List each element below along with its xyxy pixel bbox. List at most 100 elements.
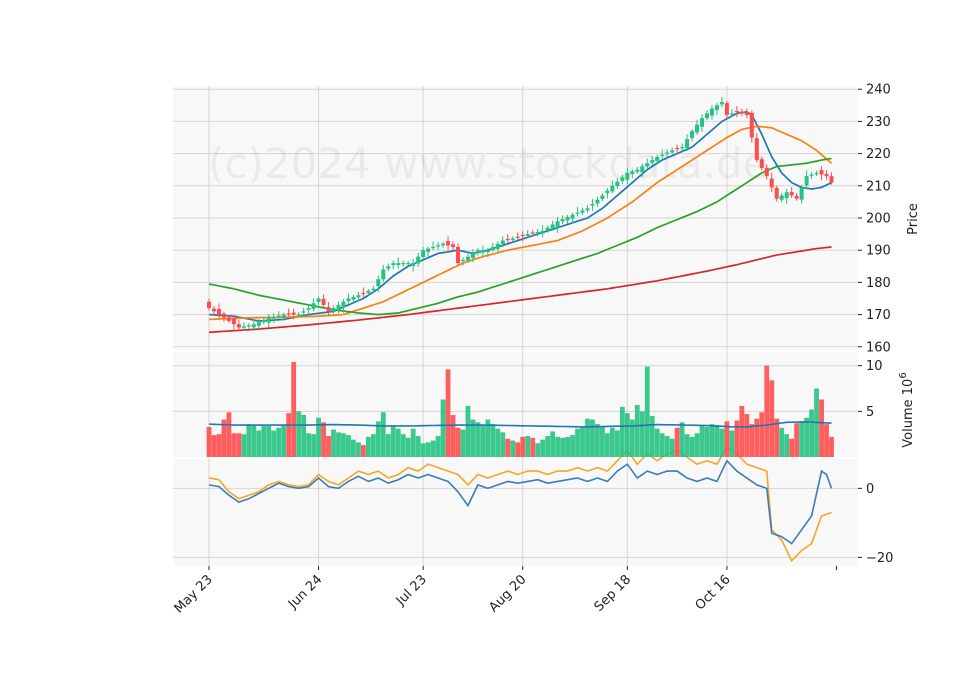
- x-tick-label: Jul 23: [393, 572, 430, 609]
- price-tick-label: 220: [866, 147, 891, 162]
- candle-body: [261, 319, 266, 323]
- volume-bar: [784, 434, 790, 457]
- price-tick-label: 240: [866, 83, 891, 98]
- volume-bar: [336, 432, 341, 457]
- volume-bar: [370, 434, 376, 457]
- candle-body: [734, 110, 739, 113]
- volume-bar: [674, 427, 680, 457]
- volume-bar: [550, 431, 556, 457]
- candle-body: [331, 308, 336, 312]
- candle-body: [321, 298, 326, 305]
- volume-bar: [445, 369, 451, 457]
- volume-bar: [585, 418, 590, 457]
- volume-bar: [614, 430, 620, 457]
- moving-average-line-1: [208, 110, 832, 322]
- volume-bar: [410, 428, 416, 457]
- volume-bar: [629, 419, 635, 457]
- candle-body: [281, 314, 286, 317]
- x-tick-label: Sep 18: [592, 572, 635, 615]
- volume-bar: [689, 436, 695, 457]
- volume-bar: [624, 413, 630, 457]
- candle-body: [346, 298, 351, 302]
- candle-body: [451, 244, 456, 247]
- candle-body: [744, 111, 749, 115]
- candle-body: [680, 147, 685, 149]
- candle-body: [480, 250, 485, 253]
- candle-body: [570, 214, 575, 219]
- volume-bar: [221, 419, 227, 457]
- candle-body: [779, 195, 784, 200]
- volume-bar: [450, 415, 456, 457]
- candle-body: [386, 266, 391, 269]
- volume-bar: [535, 443, 541, 457]
- candle-body: [336, 304, 341, 310]
- candle-body: [575, 212, 580, 214]
- volume-bar: [301, 415, 307, 457]
- volume-average-line: [208, 421, 832, 428]
- volume-tick-label: 5: [866, 405, 874, 420]
- price-tick-label: 160: [866, 340, 891, 355]
- candle-body: [381, 269, 386, 280]
- candle-body: [306, 308, 311, 310]
- candle-body: [286, 313, 291, 315]
- candle-body: [540, 230, 545, 234]
- volume-bar: [769, 380, 775, 457]
- volume-bar: [829, 436, 834, 457]
- volume-bar: [306, 433, 311, 457]
- candle-body: [555, 221, 560, 228]
- volume-bar: [809, 409, 814, 457]
- volume-bar: [331, 429, 336, 457]
- moving-average-line-4: [208, 246, 832, 334]
- volume-bar: [525, 436, 531, 457]
- price-tick-label: 200: [866, 212, 891, 227]
- candle-body: [739, 111, 744, 114]
- candle-body: [670, 150, 675, 153]
- candle-body: [819, 170, 824, 175]
- candle-body: [311, 303, 316, 309]
- candle-body: [256, 322, 261, 326]
- volume-bar: [465, 405, 471, 457]
- candle-body: [470, 253, 475, 258]
- volume-bar: [619, 406, 625, 457]
- candle-body: [296, 314, 301, 316]
- volume-bar: [311, 434, 316, 457]
- volume-bar: [256, 430, 262, 457]
- candle-body: [465, 256, 470, 261]
- volume-bar: [634, 404, 640, 457]
- volume-tick-label: 10: [866, 359, 883, 374]
- candle-body: [396, 263, 401, 266]
- volume-bar: [385, 434, 391, 457]
- candle-body: [814, 172, 819, 175]
- candle-body: [446, 241, 451, 246]
- volume-bar: [231, 433, 237, 457]
- candle-body: [266, 317, 271, 323]
- volume-bar: [390, 425, 396, 457]
- volume-bar: [754, 418, 760, 457]
- volume-bar: [375, 421, 381, 457]
- candle-body: [719, 102, 724, 105]
- price-tick-label: 170: [866, 308, 891, 323]
- candle-body: [690, 131, 695, 139]
- candle-body: [231, 318, 236, 325]
- volume-bar: [764, 365, 770, 457]
- volume-bar: [326, 436, 331, 457]
- volume-bar: [246, 424, 252, 457]
- volume-bar: [824, 424, 829, 457]
- candle-body: [605, 190, 610, 194]
- volume-bar: [470, 419, 476, 457]
- volume-bar: [226, 412, 232, 457]
- volume-bar: [360, 445, 366, 457]
- volume-bar: [480, 425, 486, 457]
- candle-body: [525, 234, 530, 236]
- x-tick-label: May 23: [172, 572, 216, 616]
- volume-bar: [520, 436, 526, 457]
- volume-bar: [774, 418, 780, 457]
- volume-bar: [575, 428, 580, 457]
- candle-body: [784, 192, 789, 199]
- candle-body: [824, 174, 829, 177]
- candle-body: [421, 250, 426, 257]
- volume-bar: [684, 434, 690, 457]
- volume-bar: [510, 440, 516, 457]
- volume-bar: [430, 440, 436, 457]
- volume-bar: [595, 424, 600, 457]
